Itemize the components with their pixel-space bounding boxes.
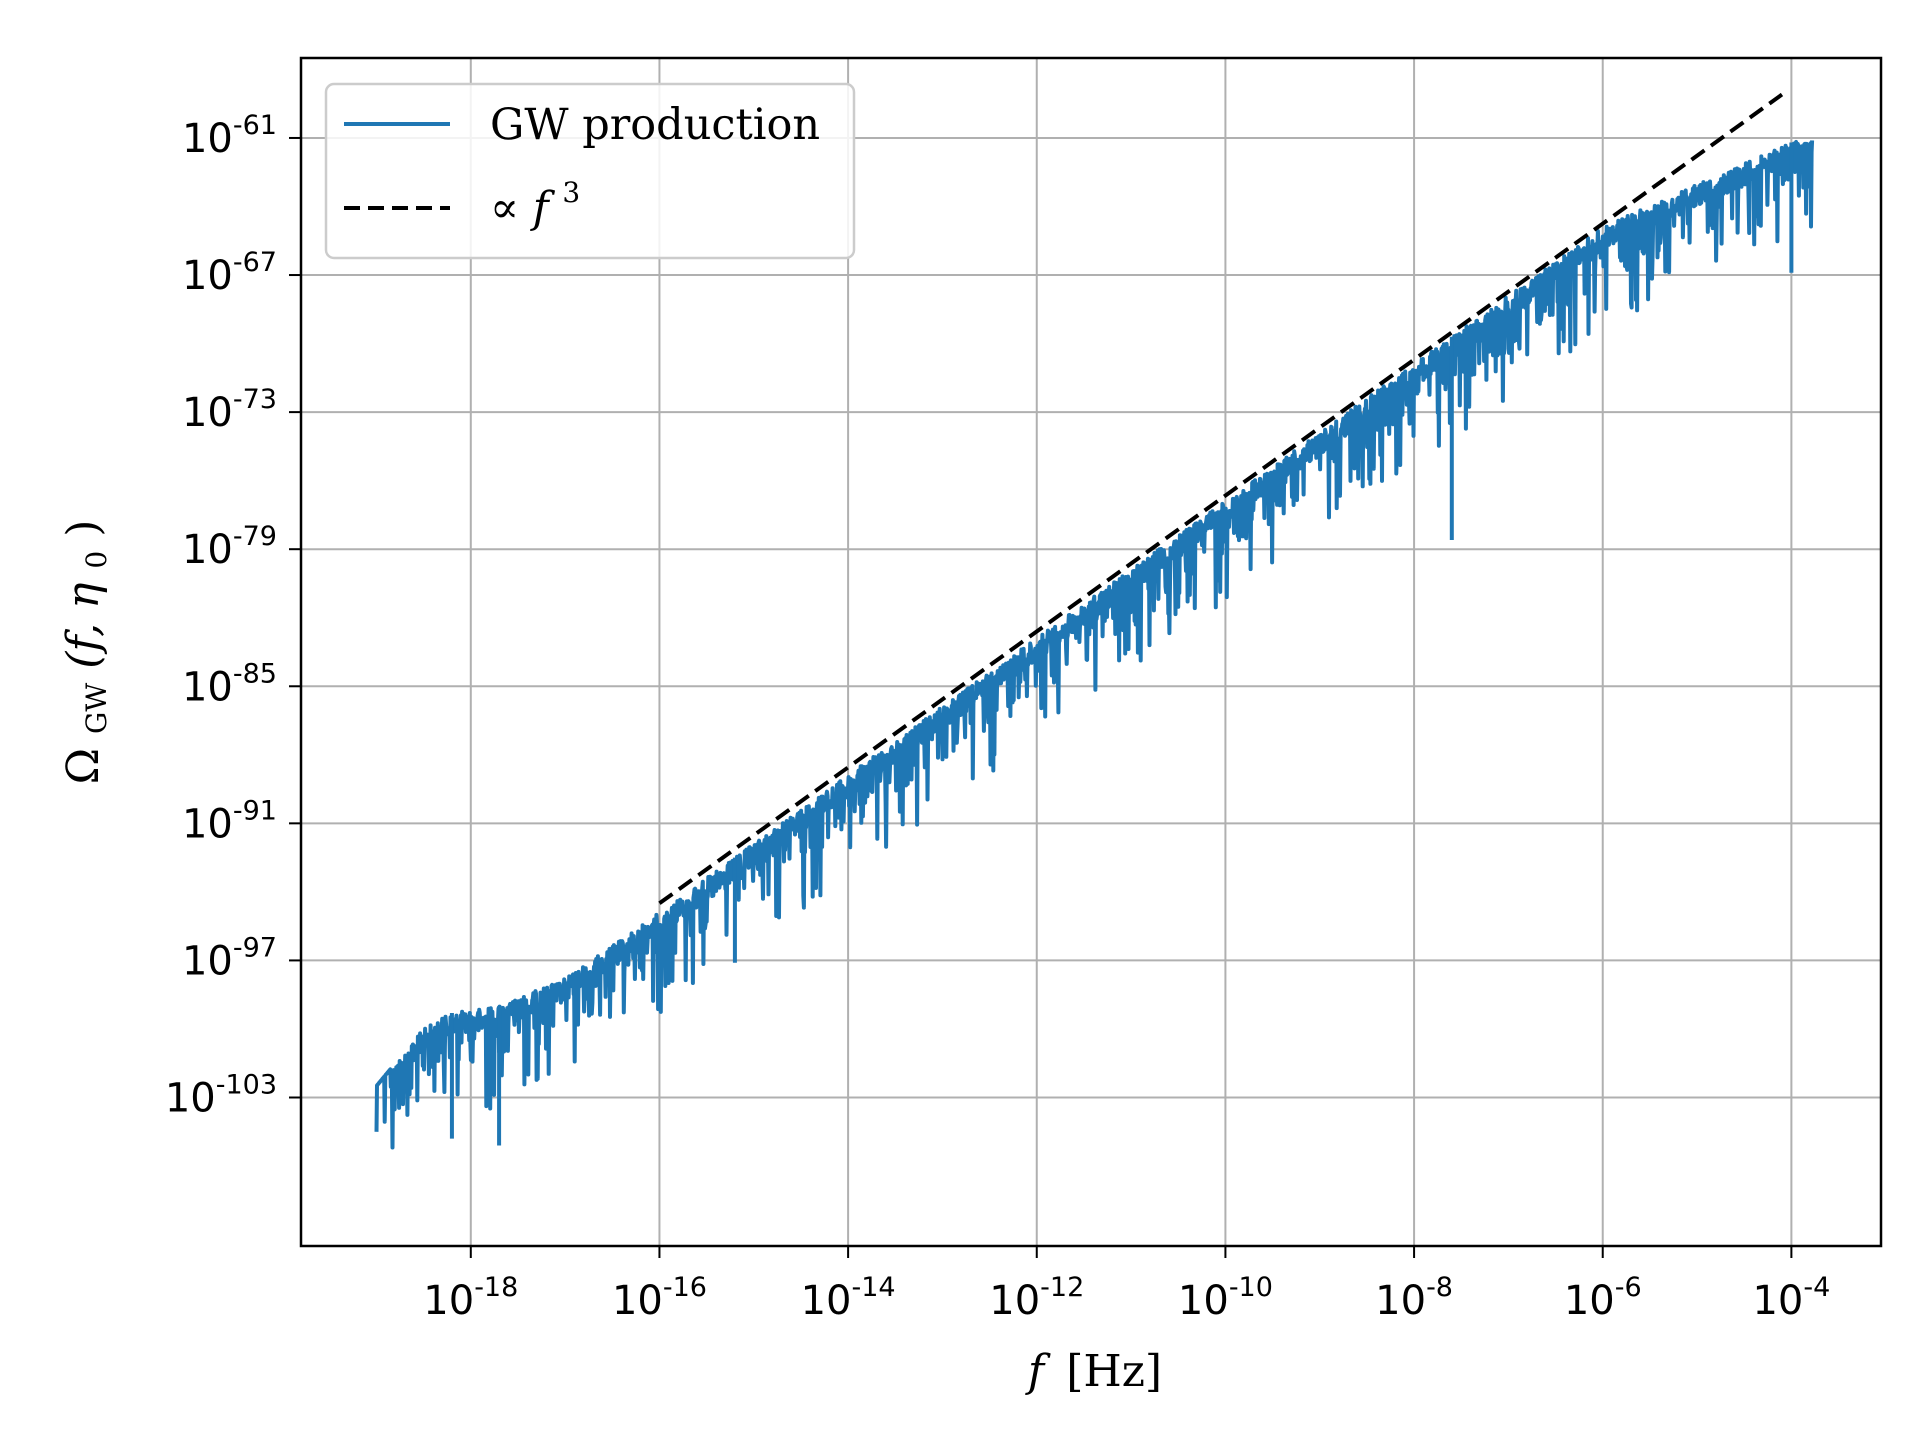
x-tick-label-6: 10-6 xyxy=(1564,1272,1642,1324)
x-tick-label-exp-7: -4 xyxy=(1803,1272,1830,1303)
y-tick-label-2: 10-73 xyxy=(182,384,277,436)
x-tick-label-exp-0: -18 xyxy=(474,1272,518,1303)
y-tick-label-exp-2: -73 xyxy=(233,384,277,415)
y-tick-label-base-0: 10 xyxy=(182,116,233,162)
x-tick-label-base-2: 10 xyxy=(801,1278,852,1324)
x-tick-label-4: 10-10 xyxy=(1178,1272,1273,1324)
x-tick-label-1: 10-16 xyxy=(612,1272,707,1324)
y-tick-label-0: 10-61 xyxy=(182,110,277,162)
y-axis-label-symbol: Ω xyxy=(58,748,109,784)
x-tick-label-exp-6: -6 xyxy=(1615,1272,1642,1303)
y-tick-label-base-1: 10 xyxy=(182,253,233,299)
y-tick-label-exp-3: -79 xyxy=(233,521,277,552)
y-axis-label: Ω GW (f, η 0 ) xyxy=(58,520,117,785)
series-line-gw-production xyxy=(374,139,1815,1150)
legend-label-var: f xyxy=(530,183,556,233)
legend: GW production ∝ f 3 xyxy=(324,82,856,260)
x-tick-label-exp-3: -12 xyxy=(1040,1272,1084,1303)
y-tick-label-base-2: 10 xyxy=(182,390,233,436)
x-tick-label-5: 10-8 xyxy=(1375,1272,1453,1324)
plot-frame xyxy=(299,56,1883,1248)
x-tick-label-base-1: 10 xyxy=(612,1278,663,1324)
x-axis-label-var: f xyxy=(1025,1346,1051,1397)
y-tick-label-base-5: 10 xyxy=(182,801,233,847)
x-tick-label-base-3: 10 xyxy=(989,1278,1040,1324)
y-tick-label-7: 10-103 xyxy=(165,1070,277,1122)
x-tick-label-exp-5: -8 xyxy=(1426,1272,1453,1303)
y-tick-label-exp-4: -85 xyxy=(233,658,277,689)
y-axis-label-args-sub: 0 xyxy=(80,551,113,569)
y-tick-label-4: 10-85 xyxy=(182,658,277,710)
x-tick-label-base-6: 10 xyxy=(1564,1278,1615,1324)
y-tick-label-6: 10-97 xyxy=(182,932,277,984)
x-tick-label-0: 10-18 xyxy=(423,1272,518,1324)
x-tick-label-base-7: 10 xyxy=(1752,1278,1803,1324)
x-axis-label: f [Hz] xyxy=(1025,1346,1162,1397)
y-axis-label-sub: GW xyxy=(80,683,113,734)
x-tick-label-exp-1: -16 xyxy=(663,1272,707,1303)
y-tick-label-base-6: 10 xyxy=(182,938,233,984)
legend-box xyxy=(324,82,856,260)
x-tick-label-base-0: 10 xyxy=(423,1278,474,1324)
y-tick-label-exp-6: -97 xyxy=(233,932,277,963)
x-tick-label-7: 10-4 xyxy=(1752,1272,1830,1324)
y-tick-label-1: 10-67 xyxy=(182,247,277,299)
x-tick-label-2: 10-14 xyxy=(801,1272,896,1324)
y-tick-label-exp-0: -61 xyxy=(233,110,277,141)
ticks: 10-18 10-16 10-14 10-12 10-10 10-8 10-6 10-410-… xyxy=(165,110,1830,1324)
x-tick-label-base-4: 10 xyxy=(1178,1278,1229,1324)
x-tick-label-exp-4: -10 xyxy=(1229,1272,1273,1303)
y-tick-label-3: 10-79 xyxy=(182,521,277,573)
x-tick-label-base-5: 10 xyxy=(1375,1278,1426,1324)
y-tick-label-exp-1: -67 xyxy=(233,247,277,278)
y-axis-label-args: (f, η xyxy=(58,583,109,669)
y-tick-label-5: 10-91 xyxy=(182,795,277,847)
legend-label-f-cubed: ∝ f 3 xyxy=(490,176,580,233)
y-tick-label-exp-7: -103 xyxy=(216,1070,277,1101)
x-tick-label-3: 10-12 xyxy=(989,1272,1084,1324)
series-layer xyxy=(374,92,1815,1150)
legend-label-gw-production: GW production xyxy=(490,100,820,150)
y-tick-label-base-4: 10 xyxy=(182,664,233,710)
x-axis-label-unit: [Hz] xyxy=(1066,1346,1162,1397)
legend-label-prefix: ∝ xyxy=(490,183,533,233)
y-axis-label-close: ) xyxy=(58,520,109,537)
series-line-f-cubed-reference xyxy=(658,92,1784,905)
legend-label-sup: 3 xyxy=(562,176,580,209)
y-tick-label-exp-5: -91 xyxy=(233,795,277,826)
y-tick-label-base-7: 10 xyxy=(165,1076,216,1122)
x-tick-label-exp-2: -14 xyxy=(852,1272,896,1303)
y-tick-label-base-3: 10 xyxy=(182,527,233,573)
